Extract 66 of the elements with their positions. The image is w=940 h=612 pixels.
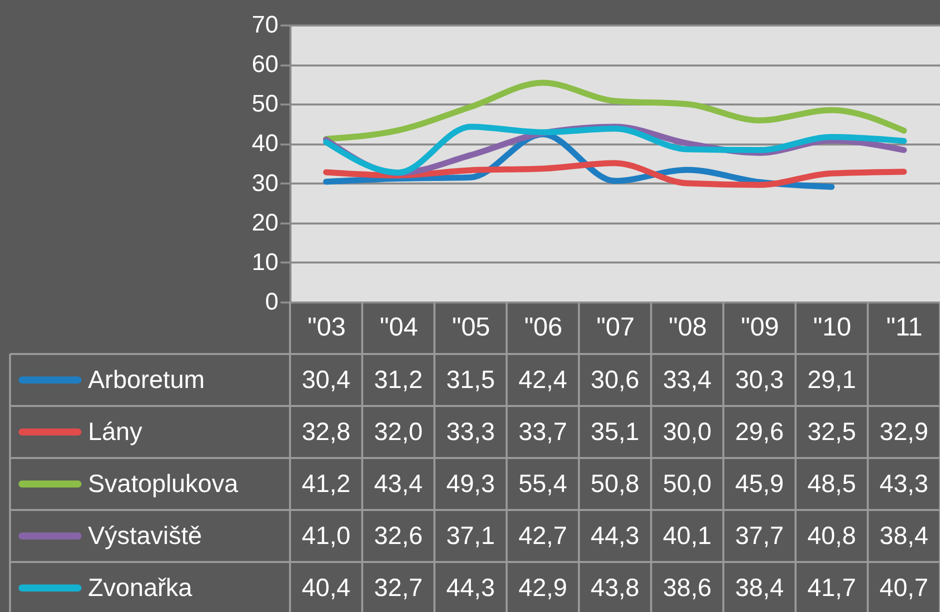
data-label: 43,4	[374, 470, 423, 498]
x-tick-label: "05	[452, 312, 490, 342]
data-label: 41,7	[807, 574, 856, 602]
y-tick-label: 40	[252, 130, 278, 158]
data-label: 32,6	[374, 522, 423, 550]
y-tick-label: 20	[252, 209, 278, 236]
data-label: 40,1	[662, 522, 712, 550]
legend-label: Svatoplukova	[88, 470, 238, 498]
x-tick-label: "07	[596, 312, 635, 342]
data-label: 40,8	[807, 522, 856, 550]
data-label: 42,9	[518, 574, 568, 602]
data-label: 50,8	[590, 470, 640, 498]
data-label: 49,3	[446, 470, 495, 498]
data-label: 40,7	[880, 574, 928, 602]
data-label: 37,1	[446, 522, 495, 550]
y-tick-label: 50	[252, 90, 278, 118]
data-label: 43,3	[880, 470, 928, 498]
x-tick-label: "10	[813, 312, 852, 342]
legend-label: Arboretum	[88, 366, 205, 394]
x-tick-label: "04	[380, 312, 418, 342]
data-label: 32,9	[880, 418, 928, 446]
data-label: 43,8	[590, 574, 640, 602]
x-tick-label: "06	[524, 312, 562, 342]
data-label: 44,3	[590, 522, 640, 550]
data-label: 41,2	[302, 470, 350, 498]
x-tick-label: "03	[308, 312, 346, 342]
legend-label: Lány	[88, 418, 143, 446]
y-tick-label: 30	[252, 170, 278, 197]
legend-label: Zvonařka	[88, 574, 192, 602]
data-label: 30,4	[302, 366, 351, 394]
data-label: 38,4	[735, 574, 784, 602]
data-label: 40,4	[302, 574, 351, 602]
data-label: 30,0	[662, 418, 712, 446]
data-label: 33,7	[518, 418, 568, 446]
data-label: 48,5	[807, 470, 856, 498]
data-label: 29,1	[807, 366, 856, 394]
data-label: 38,4	[880, 522, 928, 550]
data-label: 41,0	[302, 522, 350, 550]
y-tick-label: 0	[265, 288, 278, 316]
data-label: 31,5	[446, 366, 495, 394]
x-tick-label: "09	[740, 312, 780, 342]
data-label: 42,4	[518, 366, 568, 394]
legend-label: Výstaviště	[88, 522, 202, 550]
data-label: 32,7	[374, 574, 423, 602]
x-tick-label: "11	[886, 312, 923, 342]
data-label: 42,7	[518, 522, 568, 550]
data-label: 55,4	[518, 470, 568, 498]
data-label: 29,6	[735, 418, 784, 446]
y-tick-label: 60	[252, 51, 278, 78]
data-label: 33,4	[662, 366, 712, 394]
data-label: 44,3	[446, 574, 495, 602]
data-label: 32,8	[302, 418, 350, 446]
data-label: 30,3	[735, 366, 784, 394]
data-label: 33,3	[446, 418, 495, 446]
data-label: 37,7	[735, 522, 784, 550]
data-label: 35,1	[590, 418, 640, 446]
y-tick-label: 10	[252, 248, 278, 276]
data-label: 32,0	[374, 418, 423, 446]
y-tick-label: 70	[252, 12, 278, 38]
data-label: 50,0	[662, 470, 712, 498]
x-tick-label: "08	[668, 312, 707, 342]
data-label: 38,6	[662, 574, 712, 602]
data-label: 32,5	[807, 418, 856, 446]
data-label: 45,9	[735, 470, 784, 498]
data-label: 31,2	[374, 366, 423, 394]
data-label: 30,6	[590, 366, 640, 394]
